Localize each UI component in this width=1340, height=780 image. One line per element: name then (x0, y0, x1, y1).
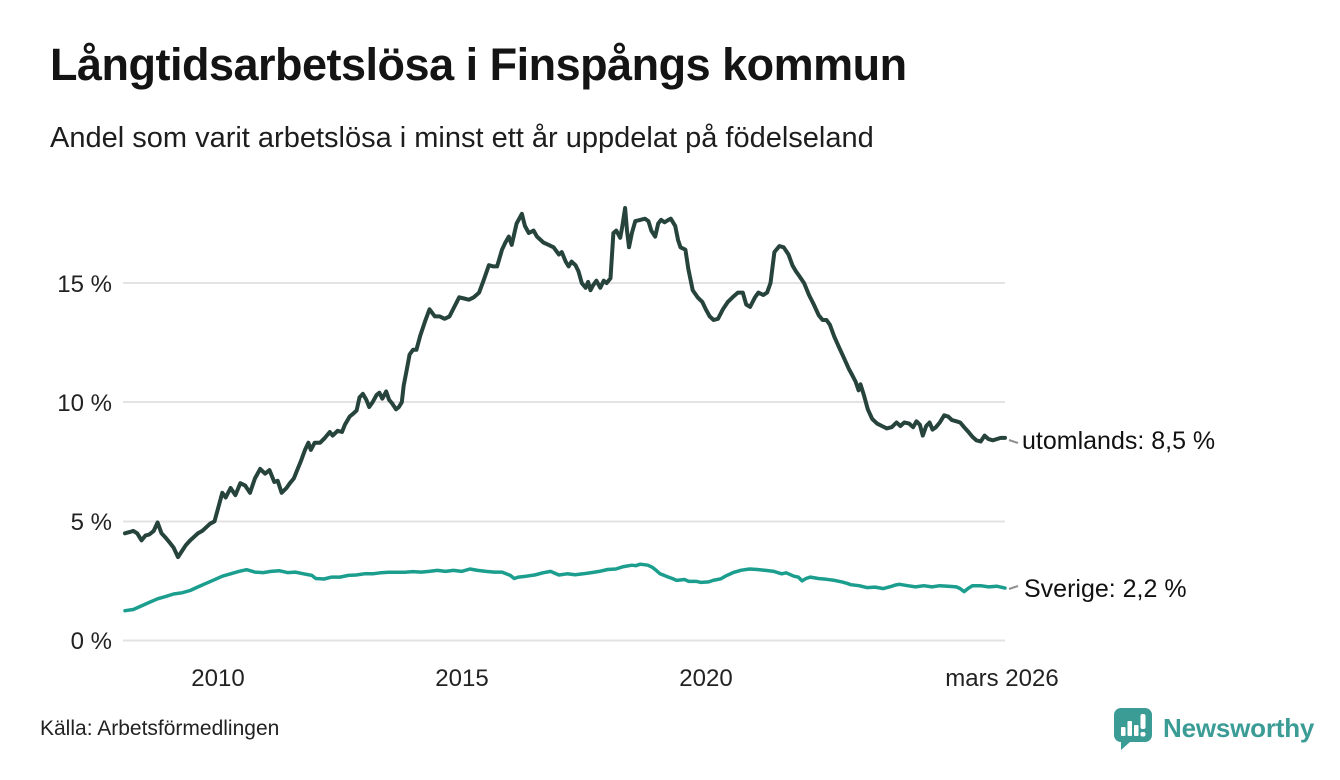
utomlands-label-tick (1008, 439, 1019, 444)
newsworthy-wordmark: Newsworthy (1163, 712, 1315, 743)
x-tick-2015: 2015 (435, 665, 488, 692)
newsworthy-logo: Newsworthy (1112, 706, 1314, 750)
sverige-end-label: Sverige: 2,2 % (1024, 575, 1187, 603)
y-tick-5: 5 % (71, 509, 112, 536)
newsworthy-bubble-chart-icon (1112, 706, 1154, 750)
y-tick-15: 15 % (57, 271, 112, 298)
x-tick-2020: 2020 (679, 665, 732, 692)
sverige-line (123, 562, 1007, 613)
gridlines (123, 282, 1005, 642)
source-note: Källa: Arbetsförmedlingen (40, 717, 280, 740)
utomlands-line (123, 206, 1007, 560)
x-tick-2010: 2010 (191, 665, 244, 692)
utomlands-end-label: utomlands: 8,5 % (1022, 427, 1215, 455)
x-tick-mars-2026: mars 2026 (945, 665, 1058, 692)
y-tick-10: 10 % (57, 390, 112, 417)
page-title: Långtidsarbetslösa i Finspångs kommun (50, 39, 907, 90)
chart-subtitle: Andel som varit arbetslösa i minst ett å… (50, 122, 874, 154)
y-tick-0: 0 % (71, 628, 112, 655)
sverige-label-tick (1008, 585, 1019, 590)
